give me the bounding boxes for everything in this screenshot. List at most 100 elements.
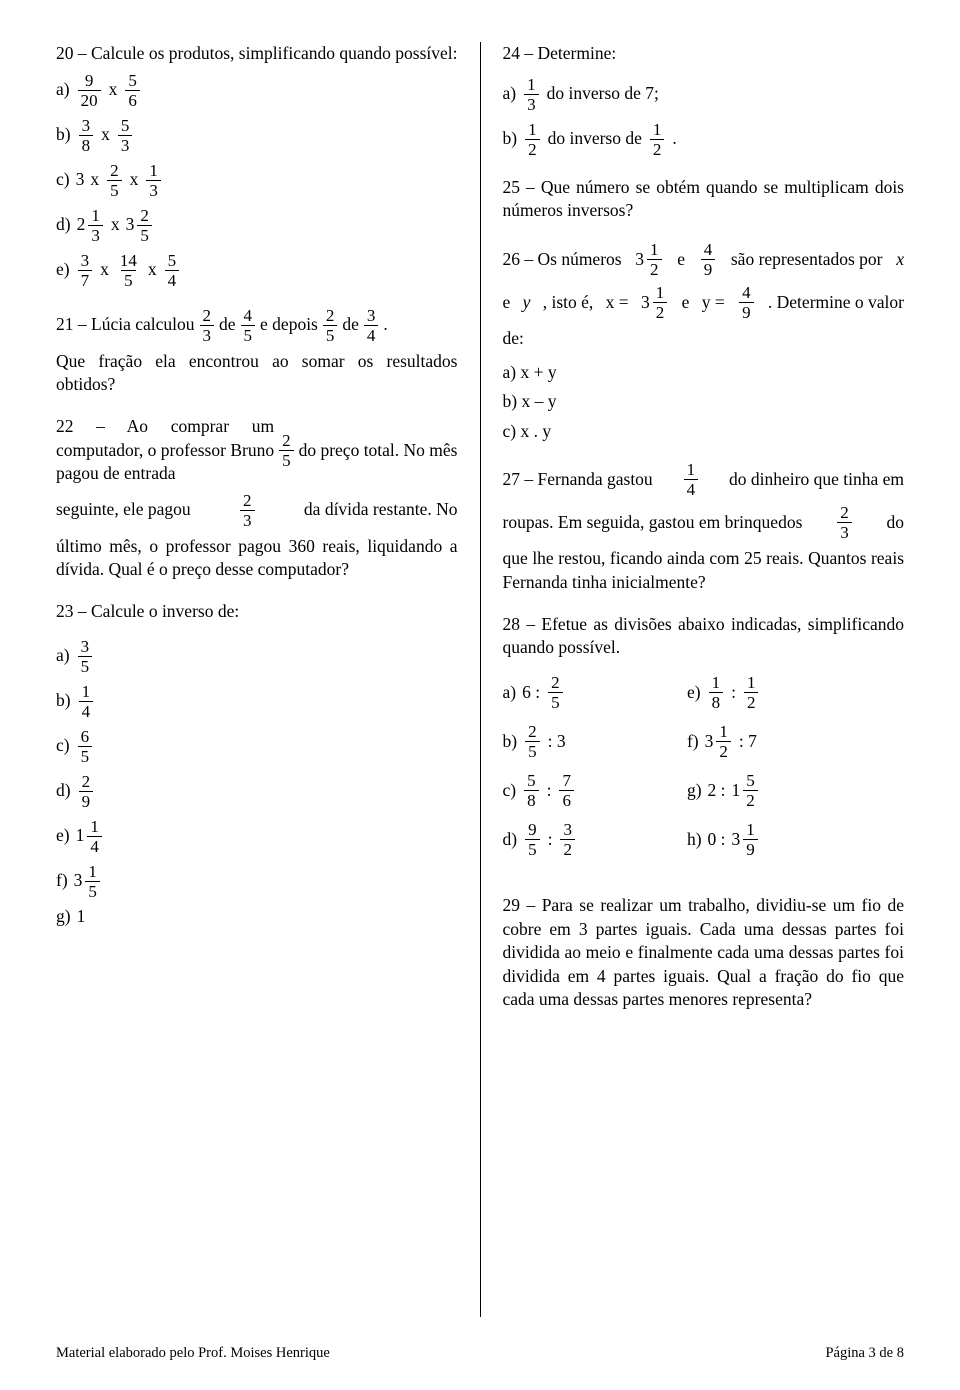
fraction: 12 bbox=[650, 121, 665, 158]
question-29: 29 – Para se realizar um trabalho, divid… bbox=[503, 894, 905, 1012]
text: e depois bbox=[260, 313, 318, 337]
text: do dinheiro que tinha em bbox=[729, 468, 904, 492]
mixed: 114 bbox=[76, 818, 104, 855]
page-footer: Material elaborado pelo Prof. Moises Hen… bbox=[56, 1345, 904, 1362]
q29-text: 29 – Para se realizar um trabalho, divid… bbox=[503, 894, 905, 1012]
text: 2 : bbox=[708, 782, 726, 800]
fraction: 65 bbox=[78, 728, 93, 765]
q28-g: g) 2 : 152 bbox=[687, 772, 760, 809]
fraction: 76 bbox=[559, 772, 574, 809]
fraction: 32 bbox=[560, 821, 575, 858]
q22-line1: 22 – Ao comprar um computador, o profess… bbox=[56, 415, 458, 486]
op: x bbox=[90, 171, 99, 189]
mixed: 312 bbox=[641, 284, 669, 321]
label: h) bbox=[687, 831, 702, 849]
text: são representados por bbox=[731, 248, 883, 272]
label: e) bbox=[56, 827, 70, 845]
text: . bbox=[672, 130, 676, 148]
fraction: 25 bbox=[323, 307, 338, 344]
q22-line3: último mês, o professor pagou 360 reais,… bbox=[56, 535, 458, 582]
q23-a: a)35 bbox=[56, 638, 458, 675]
q23-c: c) 65 bbox=[56, 728, 458, 765]
q27-line1: 27 – Fernanda gastou 14 do dinheiro que … bbox=[503, 461, 905, 498]
text: . bbox=[383, 313, 387, 337]
mixed: 213 bbox=[77, 207, 105, 244]
mixed: 312 bbox=[635, 241, 663, 278]
question-22: 22 – Ao comprar um computador, o profess… bbox=[56, 415, 458, 582]
label: g) bbox=[687, 782, 702, 800]
label: e) bbox=[56, 261, 70, 279]
fraction: 56 bbox=[125, 72, 140, 109]
text: 26 – Os números bbox=[503, 248, 622, 272]
label: c) bbox=[56, 737, 70, 755]
text: : 3 bbox=[548, 733, 566, 751]
q26-a: a) x + y bbox=[503, 361, 905, 385]
q24-title: 24 – Determine: bbox=[503, 42, 905, 66]
text: 6 : bbox=[522, 684, 540, 702]
q20-c: c) 3 x 25 x 13 bbox=[56, 162, 458, 199]
q23-e: e) 114 bbox=[56, 818, 458, 855]
q21-line: 21 – Lúcia calculou 23 de 45 e depois 25… bbox=[56, 307, 388, 344]
question-28: 28 – Efetue as divisões abaixo indicadas… bbox=[503, 613, 905, 870]
fraction: 25 bbox=[107, 162, 122, 199]
label: b) bbox=[503, 733, 518, 751]
q25-text: 25 – Que número se obtém quando se multi… bbox=[503, 176, 905, 223]
fraction: 45 bbox=[241, 307, 256, 344]
label: d) bbox=[56, 782, 71, 800]
mixed: 152 bbox=[732, 772, 760, 809]
q23-b: b)14 bbox=[56, 683, 458, 720]
question-21: 21 – Lúcia calculou 23 de 45 e depois 25… bbox=[56, 307, 458, 397]
q27-line3: que lhe restou, ficando ainda com 25 rea… bbox=[503, 547, 905, 594]
q20-title: 20 – Calcule os produtos, simplificando … bbox=[56, 42, 458, 66]
op: x bbox=[100, 261, 109, 279]
q28-col1: a)6 :25 b)25: 3 c)58:76 d)95:32 bbox=[503, 674, 577, 870]
text: e bbox=[503, 291, 511, 315]
mixed: 319 bbox=[732, 821, 760, 858]
footer-right: Página 3 de 8 bbox=[825, 1345, 904, 1362]
text: da dívida restante. No bbox=[304, 498, 458, 522]
fraction: 29 bbox=[79, 773, 94, 810]
label: c) bbox=[56, 171, 70, 189]
q28-col2: e)18:12 f)312: 7 g)2 :152 h)0 :319 bbox=[687, 674, 760, 870]
var-y: y bbox=[523, 291, 531, 315]
question-20: 20 – Calcule os produtos, simplificando … bbox=[56, 42, 458, 289]
text: seguinte, ele pagou bbox=[56, 498, 191, 522]
fraction: 53 bbox=[118, 117, 133, 154]
text: do preço total. No mês bbox=[299, 439, 458, 463]
op: : bbox=[547, 782, 552, 800]
fraction: 37 bbox=[78, 252, 93, 289]
text: 0 : bbox=[708, 831, 726, 849]
text: 27 – Fernanda gastou bbox=[503, 468, 653, 492]
q24-options: a) 13 do inverso de 7; b) 12 do inverso … bbox=[503, 76, 905, 158]
q28-options: a)6 :25 b)25: 3 c)58:76 d)95:32 e)18:12 … bbox=[503, 674, 905, 870]
q20-a: a) 920 x 56 bbox=[56, 72, 458, 109]
fraction: 54 bbox=[165, 252, 180, 289]
label: e) bbox=[687, 684, 701, 702]
q28-h: h) 0 : 319 bbox=[687, 821, 760, 858]
text: do bbox=[886, 511, 904, 535]
text: e bbox=[682, 291, 690, 315]
q20-options: a) 920 x 56 b) 38 x 53 c) 3 x 25 x bbox=[56, 72, 458, 289]
question-24: 24 – Determine: a) 13 do inverso de 7; b… bbox=[503, 42, 905, 158]
text: . Determine o valor bbox=[768, 291, 904, 315]
footer-left: Material elaborado pelo Prof. Moises Hen… bbox=[56, 1345, 330, 1362]
q23-g: g)1 bbox=[56, 908, 458, 926]
fraction: 38 bbox=[79, 117, 94, 154]
label: a) bbox=[56, 81, 70, 99]
q27-line2: roupas. Em seguida, gastou em brinquedos… bbox=[503, 504, 905, 541]
fraction: 25 bbox=[279, 432, 294, 469]
q26-b: b) x – y bbox=[503, 390, 905, 414]
text: , isto é, bbox=[543, 291, 594, 315]
q26-line3: de: bbox=[503, 327, 905, 351]
q26-c: c) x . y bbox=[503, 420, 905, 444]
q28-title: 28 – Efetue as divisões abaixo indicadas… bbox=[503, 613, 905, 660]
label: a) bbox=[503, 684, 517, 702]
q28-a: a)6 :25 bbox=[503, 674, 577, 711]
fraction: 95 bbox=[525, 821, 540, 858]
fraction: 13 bbox=[146, 162, 161, 199]
text: e bbox=[677, 248, 685, 272]
fraction: 35 bbox=[78, 638, 93, 675]
q24-a: a) 13 do inverso de 7; bbox=[503, 76, 905, 113]
label: a) bbox=[503, 85, 517, 103]
fraction: 23 bbox=[837, 504, 852, 541]
